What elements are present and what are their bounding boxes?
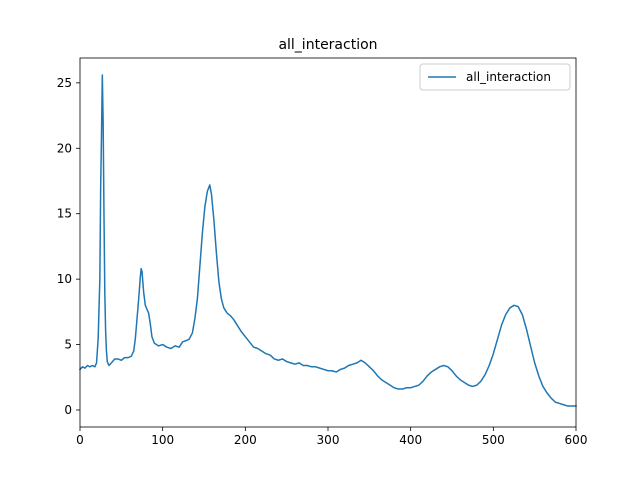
y-tick-label: 25 bbox=[57, 76, 72, 90]
y-tick-label: 0 bbox=[64, 403, 72, 417]
series-line-0 bbox=[78, 74, 577, 407]
legend-box bbox=[419, 63, 571, 91]
x-tick-label: 500 bbox=[482, 433, 505, 447]
series-layer bbox=[78, 74, 577, 407]
y-tick-label: 5 bbox=[64, 338, 72, 352]
y-tick-label: 15 bbox=[57, 207, 72, 221]
x-tick-label: 300 bbox=[317, 433, 340, 447]
legend-label: all_interaction bbox=[466, 70, 551, 84]
x-tick-label: 0 bbox=[76, 433, 84, 447]
y-tick-label: 20 bbox=[57, 141, 72, 155]
x-tick-label: 600 bbox=[565, 433, 588, 447]
x-axis: 0 100 200 300 400 500 600 bbox=[76, 427, 587, 447]
legend: all_interaction bbox=[419, 63, 571, 91]
chart-title: all_interaction bbox=[278, 37, 377, 53]
x-tick-label: 100 bbox=[151, 433, 174, 447]
plot-area bbox=[80, 58, 576, 427]
x-tick-label: 200 bbox=[234, 433, 257, 447]
y-axis: 0 5 10 15 20 25 bbox=[57, 76, 80, 417]
y-tick-label: 10 bbox=[57, 272, 72, 286]
x-tick-label: 400 bbox=[399, 433, 422, 447]
